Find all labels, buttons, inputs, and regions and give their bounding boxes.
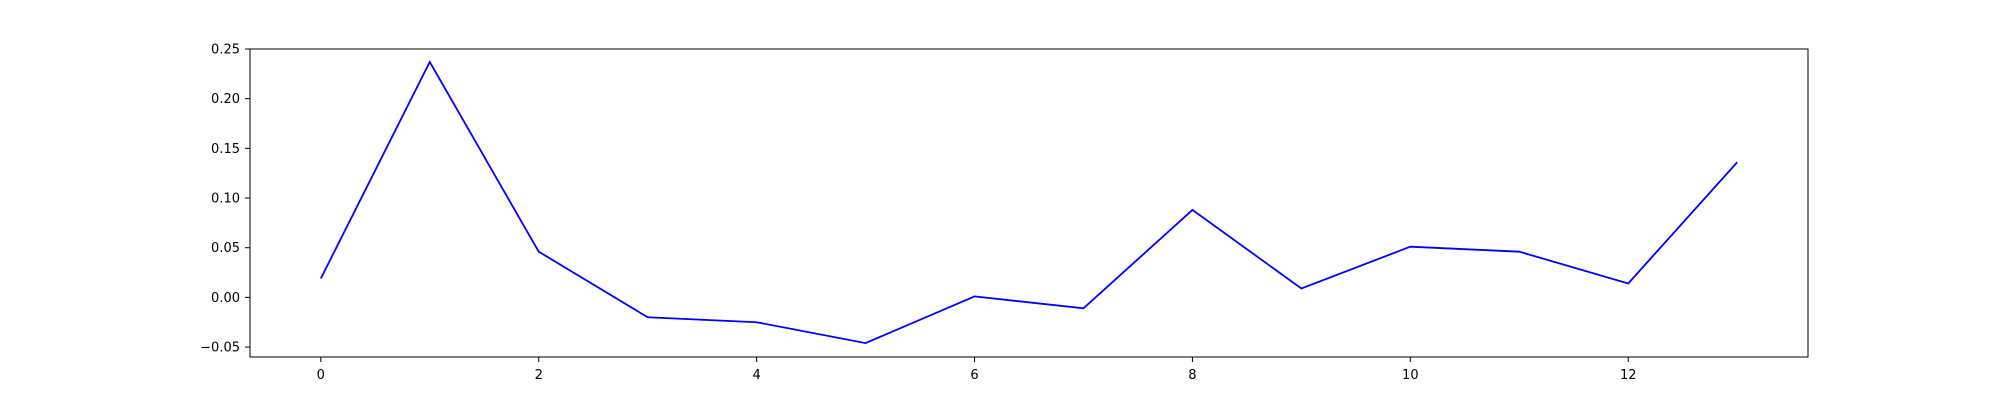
axes-frame	[249, 48, 1809, 358]
series-layer	[320, 60, 1738, 345]
series-line	[320, 60, 1738, 345]
x-axis-ticks: 0 2 4 6 8 10 12	[317, 357, 1637, 383]
y-tick-label: 0.20	[211, 92, 240, 107]
x-tick-label: 8	[1188, 368, 1196, 383]
y-axis-ticks: −0.05 0.00 0.05 0.10 0.15 0.20 0.25	[200, 43, 250, 356]
y-tick-label: 0.10	[211, 192, 240, 207]
y-tick-label: 0.15	[211, 142, 240, 157]
x-tick-label: 12	[1620, 368, 1637, 383]
x-tick-label: 4	[752, 368, 760, 383]
y-tick-label: 0.00	[211, 291, 240, 306]
y-tick-label: 0.25	[211, 43, 240, 58]
y-tick-label: 0.05	[211, 241, 240, 256]
x-tick-label: 0	[317, 368, 325, 383]
x-tick-label: 2	[535, 368, 543, 383]
x-tick-label: 6	[970, 368, 978, 383]
y-tick-label: −0.05	[200, 341, 240, 356]
x-tick-label: 10	[1402, 368, 1419, 383]
